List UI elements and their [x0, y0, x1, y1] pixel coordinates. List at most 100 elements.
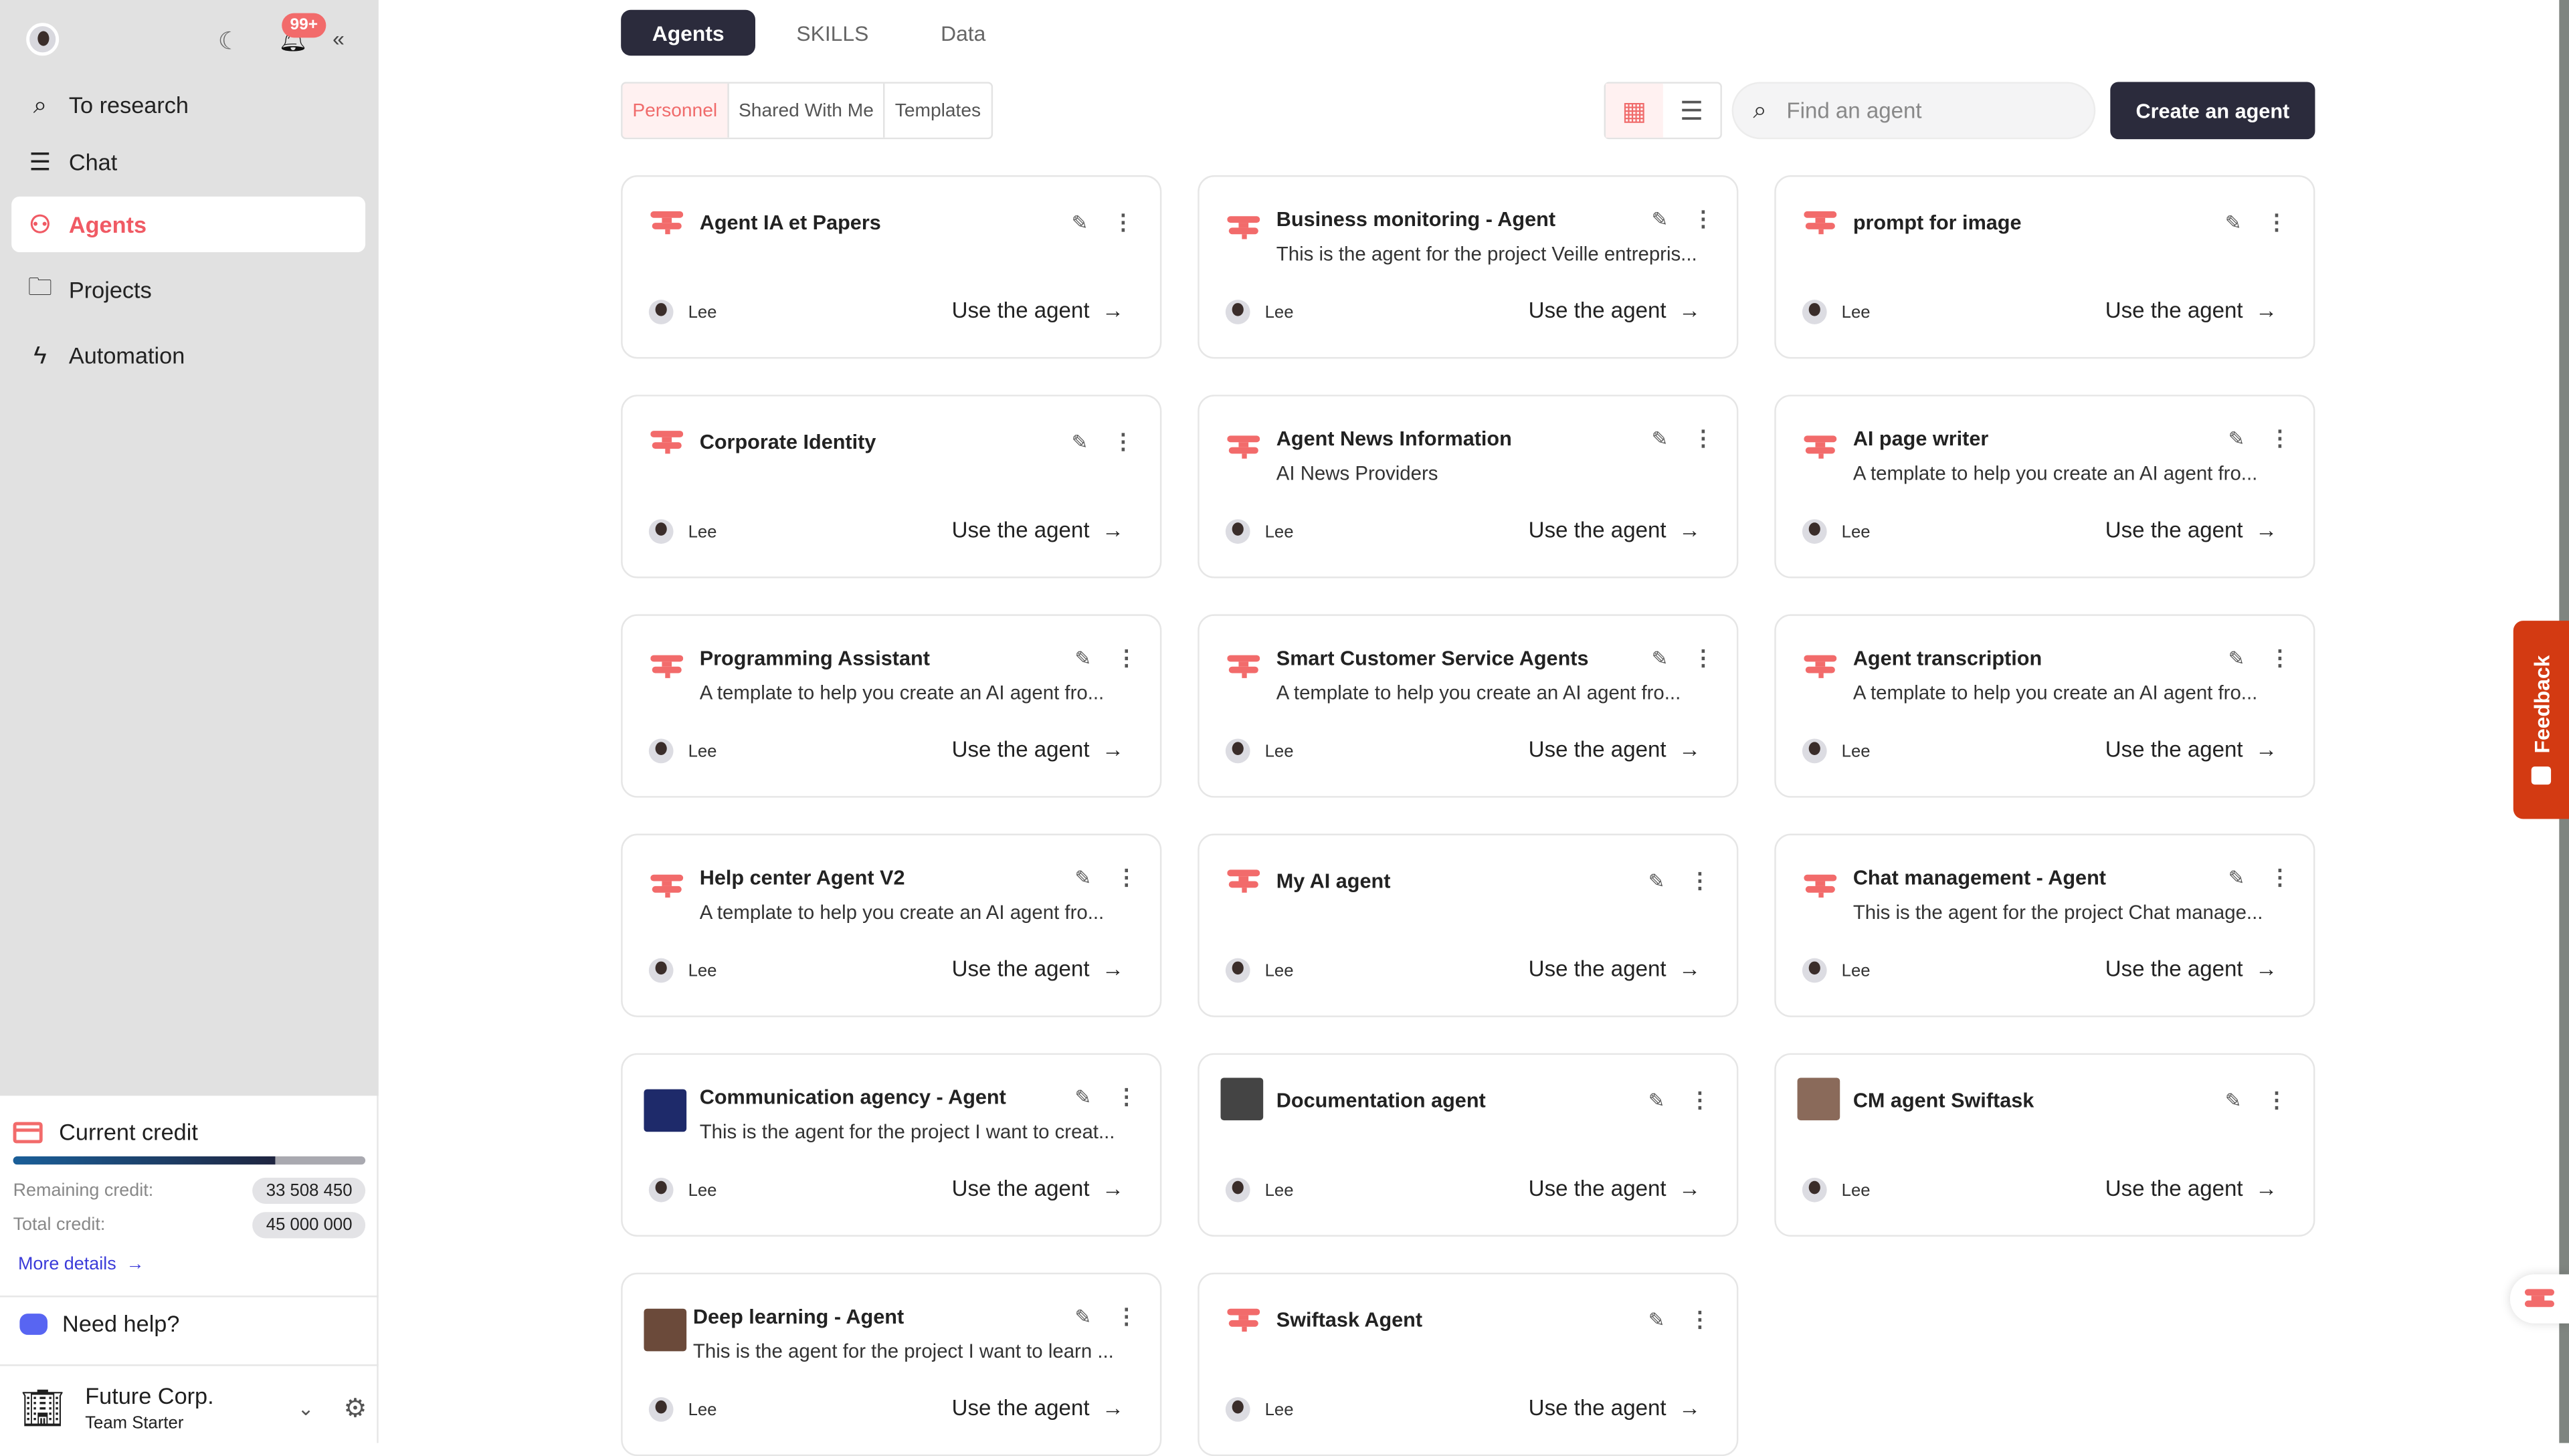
agent-card[interactable]: Corporate Identity ✎ ⋮ Lee Use the agent… [621, 395, 1162, 579]
more-vertical-icon[interactable]: ⋮ [1115, 1084, 1137, 1109]
use-agent-button[interactable]: Use the agent → [1529, 1176, 1701, 1201]
tab-agents[interactable]: Agents [621, 9, 756, 56]
agent-card[interactable]: Programming Assistant A template to help… [621, 614, 1162, 798]
create-agent-button[interactable]: Create an agent [2110, 82, 2315, 140]
user-avatar[interactable] [26, 23, 60, 56]
use-agent-button[interactable]: Use the agent → [952, 1396, 1124, 1421]
use-agent-button[interactable]: Use the agent → [2105, 518, 2277, 542]
tab-data[interactable]: Data [941, 20, 986, 45]
more-vertical-icon[interactable]: ⋮ [2269, 865, 2291, 890]
dark-mode-icon[interactable]: ☾ [217, 27, 240, 56]
owner-avatar [1802, 519, 1827, 544]
more-vertical-icon[interactable]: ⋮ [1692, 645, 1714, 670]
agent-avatar-image [1220, 1077, 1264, 1121]
use-agent-label: Use the agent [951, 1176, 1090, 1201]
agent-card[interactable]: CM agent Swiftask ✎ ⋮ Lee Use the agent … [1774, 1053, 2315, 1237]
use-agent-button[interactable]: Use the agent → [2105, 298, 2277, 323]
list-view-icon[interactable]: ☰ [1680, 97, 1704, 126]
pencil-icon[interactable]: ✎ [2228, 866, 2245, 890]
use-agent-button[interactable]: Use the agent → [1529, 956, 1701, 981]
pencil-icon[interactable]: ✎ [1648, 869, 1665, 893]
agent-card[interactable]: My AI agent ✎ ⋮ Lee Use the agent → [1198, 833, 1739, 1017]
more-vertical-icon[interactable]: ⋮ [2265, 1087, 2287, 1112]
more-vertical-icon[interactable]: ⋮ [1115, 1304, 1137, 1329]
search-input[interactable] [1786, 98, 2032, 123]
use-agent-button[interactable]: Use the agent → [952, 518, 1124, 542]
sidebar-item-projects[interactable]: 🗀︎ Projects [11, 262, 365, 318]
divider [0, 1295, 379, 1297]
pencil-icon[interactable]: ✎ [1648, 1089, 1665, 1112]
assistant-launcher-button[interactable] [2509, 1274, 2569, 1324]
agent-card[interactable]: Agent News Information AI News Providers… [1198, 395, 1739, 579]
use-agent-button[interactable]: Use the agent → [2105, 956, 2277, 981]
pencil-icon[interactable]: ✎ [1074, 1085, 1092, 1109]
owner-avatar [1225, 738, 1250, 764]
more-details-link[interactable]: More details → [18, 1255, 145, 1274]
more-vertical-icon[interactable]: ⋮ [1689, 1307, 1711, 1332]
subtab-shared-with-me[interactable]: Shared With Me [729, 83, 886, 138]
pencil-icon[interactable]: ✎ [1651, 208, 1669, 231]
use-agent-button[interactable]: Use the agent → [2105, 1176, 2277, 1201]
pencil-icon[interactable]: ✎ [1071, 211, 1088, 235]
agent-card[interactable]: Documentation agent ✎ ⋮ Lee Use the agen… [1198, 1053, 1739, 1237]
more-vertical-icon[interactable]: ⋮ [1692, 425, 1714, 451]
more-vertical-icon[interactable]: ⋮ [1112, 429, 1134, 454]
more-vertical-icon[interactable]: ⋮ [1692, 206, 1714, 231]
gear-icon[interactable]: ⚙ [343, 1394, 367, 1423]
pencil-icon[interactable]: ✎ [1074, 1305, 1092, 1329]
agent-card[interactable]: Communication agency - Agent This is the… [621, 1053, 1162, 1237]
need-help-button[interactable]: Need help? [19, 1310, 179, 1336]
more-vertical-icon[interactable]: ⋮ [1115, 865, 1137, 890]
organization-switcher[interactable]: 🏢︎ Future Corp. Team Starter ⌄ ⚙ [19, 1382, 367, 1433]
more-vertical-icon[interactable]: ⋮ [1689, 867, 1711, 893]
collapse-sidebar-icon[interactable]: « [332, 26, 345, 51]
agent-card[interactable]: Chat management - Agent This is the agen… [1774, 833, 2315, 1017]
more-vertical-icon[interactable]: ⋮ [1112, 209, 1134, 235]
more-vertical-icon[interactable]: ⋮ [2269, 425, 2291, 451]
use-agent-button[interactable]: Use the agent → [952, 956, 1124, 981]
sidebar-item-agents[interactable]: ⚇ Agents [11, 196, 366, 253]
agent-card[interactable]: Business monitoring - Agent This is the … [1198, 175, 1739, 359]
use-agent-button[interactable]: Use the agent → [952, 1176, 1124, 1201]
pencil-icon[interactable]: ✎ [1651, 427, 1669, 451]
agent-owner: Lee [688, 303, 717, 323]
use-agent-button[interactable]: Use the agent → [1529, 737, 1701, 762]
pencil-icon[interactable]: ✎ [1648, 1308, 1665, 1332]
pencil-icon[interactable]: ✎ [1071, 431, 1088, 454]
pencil-icon[interactable]: ✎ [2228, 427, 2245, 451]
more-vertical-icon[interactable]: ⋮ [1689, 1087, 1711, 1112]
sidebar-item-automation[interactable]: ϟ Automation [11, 328, 365, 383]
agent-card[interactable]: AI page writer A template to help you cr… [1774, 395, 2315, 579]
agent-card[interactable]: Smart Customer Service Agents A template… [1198, 614, 1739, 798]
more-vertical-icon[interactable]: ⋮ [1115, 645, 1137, 670]
owner-avatar [648, 1396, 674, 1422]
use-agent-button[interactable]: Use the agent → [2105, 737, 2277, 762]
agent-card[interactable]: Agent transcription A template to help y… [1774, 614, 2315, 798]
feedback-button[interactable]: Feedback [2513, 621, 2569, 819]
agent-card[interactable]: Agent IA et Papers ✎ ⋮ Lee Use the agent… [621, 175, 1162, 359]
agent-card[interactable]: Help center Agent V2 A template to help … [621, 833, 1162, 1017]
more-vertical-icon[interactable]: ⋮ [2265, 209, 2287, 235]
subtab-personnel[interactable]: Personnel [622, 83, 729, 138]
agent-card[interactable]: Swiftask Agent ✎ ⋮ Lee Use the agent → [1198, 1272, 1739, 1456]
tab-skills[interactable]: SKILLS [796, 20, 869, 45]
grid-view-icon[interactable]: ▦ [1606, 83, 1663, 138]
use-agent-button[interactable]: Use the agent → [952, 737, 1124, 762]
pencil-icon[interactable]: ✎ [1074, 866, 1092, 890]
sidebar-item-chat[interactable]: ☰ Chat [11, 134, 365, 190]
pencil-icon[interactable]: ✎ [2228, 647, 2245, 670]
agent-card[interactable]: prompt for image ✎ ⋮ Lee Use the agent → [1774, 175, 2315, 359]
pencil-icon[interactable]: ✎ [2224, 211, 2242, 235]
pencil-icon[interactable]: ✎ [1074, 647, 1092, 670]
pencil-icon[interactable]: ✎ [1651, 647, 1669, 670]
use-agent-button[interactable]: Use the agent → [1529, 298, 1701, 323]
use-agent-button[interactable]: Use the agent → [1529, 1396, 1701, 1421]
pencil-icon[interactable]: ✎ [2224, 1089, 2242, 1112]
subtab-templates[interactable]: Templates [894, 100, 981, 121]
chevron-down-icon[interactable]: ⌄ [297, 1396, 314, 1420]
sidebar-item-to-research[interactable]: ⌕ To research [11, 77, 365, 132]
use-agent-button[interactable]: Use the agent → [1529, 518, 1701, 542]
agent-card[interactable]: Deep learning - Agent This is the agent … [621, 1272, 1162, 1456]
more-vertical-icon[interactable]: ⋮ [2269, 645, 2291, 670]
use-agent-button[interactable]: Use the agent → [952, 298, 1124, 323]
